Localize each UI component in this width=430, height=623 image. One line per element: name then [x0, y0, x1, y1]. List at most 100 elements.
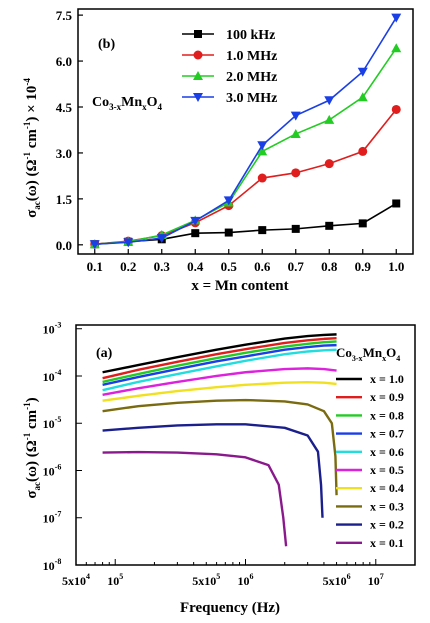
- panel-a-xtick-label: 106: [238, 572, 254, 588]
- panel-b-series: [89, 13, 402, 250]
- legend-label: x = 0.7: [370, 427, 404, 441]
- panel-b-xtick-label: 0.6: [254, 259, 271, 274]
- panel-a-xtick-label: 105: [107, 572, 123, 588]
- data-point-triangle-down: [257, 141, 268, 151]
- data-point-triangle-down: [391, 13, 402, 23]
- panel-a-legend-title: Co3-xMnxO4: [336, 345, 400, 363]
- data-point-triangle-down: [123, 238, 134, 248]
- legend-label: x = 0.9: [370, 390, 404, 404]
- data-point-triangle-down: [223, 196, 234, 206]
- data-point-triangle-up: [193, 71, 203, 80]
- data-point-square: [392, 199, 401, 208]
- legend-label: x = 0.8: [370, 408, 404, 422]
- panel-b-frame: [77, 8, 414, 255]
- legend-label: x = 1.0: [370, 372, 404, 386]
- panel-b-xlabel: x = Mn content: [191, 278, 288, 294]
- panel-b-ytick-label: 3.0: [56, 146, 72, 161]
- data-point-triangle-down: [290, 111, 301, 121]
- data-point-circle: [324, 159, 334, 169]
- series-line: [102, 343, 337, 387]
- panel-b-xtick-label: 0.1: [87, 259, 103, 274]
- panel-a-ytick-label: 10-5: [43, 415, 62, 431]
- data-point-square: [224, 228, 233, 237]
- legend-label: x = 0.2: [370, 518, 404, 532]
- panel-a-label: (a): [96, 346, 113, 361]
- panel-b-legend: 100 kHz 1.0 MHz 2.0 MHz 3.0 MHz: [182, 28, 277, 106]
- data-point-triangle-down: [89, 240, 100, 250]
- panel-a-ylabel: σac(ω) (Ω-1 cm-1): [22, 397, 42, 498]
- data-point-triangle-down: [156, 234, 167, 244]
- data-point-triangle-up: [257, 146, 268, 156]
- panel-b-ytick-label: 1.5: [56, 192, 73, 207]
- data-point-square: [191, 229, 200, 238]
- data-point-square: [291, 224, 300, 233]
- legend-label: 2.0 MHz: [226, 70, 277, 85]
- panel-b-chart: 0.1 0.2 0.3 0.4 0.5 0.6 0.7 0.8 0.9 1.0 0.0 1.5 3.0 4…: [22, 8, 414, 294]
- panel-b-xtick-label: 0.7: [288, 259, 305, 274]
- series-line: [102, 348, 337, 392]
- panel-b-xtick-label: 1.0: [388, 259, 404, 274]
- data-point-triangle-up: [324, 114, 335, 124]
- series-line: [102, 380, 337, 402]
- panel-a-xtick-label: 5x104: [62, 572, 90, 588]
- panel-a-ytick-label: 10-7: [43, 510, 62, 526]
- series-line: [102, 398, 338, 496]
- panel-b-ticks: 0.1 0.2 0.3 0.4 0.5 0.6 0.7 0.8 0.9 1.0 0.0 1.5 3.0 4…: [56, 8, 405, 274]
- data-point-circle: [257, 173, 267, 183]
- panel-b-ytick-label: 6.0: [56, 54, 72, 69]
- panel-a-ytick-label: 10-3: [43, 321, 62, 337]
- legend-label: x = 0.4: [370, 481, 404, 495]
- data-point-triangle-down: [324, 96, 335, 106]
- data-point-square: [194, 30, 202, 38]
- panel-a-xtick-label: 5x106: [323, 572, 351, 588]
- panel-b-xtick-label: 0.9: [355, 259, 372, 274]
- panel-a-ytick-label: 10-4: [43, 368, 62, 384]
- panel-b-ytick-label: 7.5: [56, 8, 73, 23]
- panel-b-xtick-label: 0.4: [187, 259, 204, 274]
- panel-a-xtick-label: 107: [368, 572, 384, 588]
- panel-b-xtick-label: 0.5: [221, 259, 238, 274]
- panel-a-ticks: 5x104 105 5x105 106 5x106 107 10-3 10-4 10-5 10-6…: [43, 321, 416, 588]
- series-line: [102, 340, 337, 384]
- data-point-circle: [291, 168, 301, 178]
- data-point-triangle-down: [193, 93, 203, 102]
- panel-a-xtick-label: 5x105: [192, 572, 220, 588]
- data-point-triangle-down: [190, 216, 201, 226]
- panel-a-chart: 5x104 105 5x105 106 5x106 107 10-3 10-4 10-5 10-6…: [22, 321, 416, 616]
- panel-b-axes: [77, 8, 414, 255]
- data-point-triangle-up: [357, 92, 368, 102]
- panel-b-label: (b): [98, 37, 115, 52]
- panel-b-xtick-label: 0.8: [321, 259, 338, 274]
- panel-a-legend: x = 1.0 x = 0.9 x = 0.8 x = 0.7 x = 0.6 x = 0…: [336, 372, 404, 550]
- legend-label: x = 0.3: [370, 499, 404, 513]
- series-line: [94, 17, 397, 245]
- data-point-circle: [358, 146, 368, 156]
- panel-a-ytick-label: 10-6: [43, 462, 62, 478]
- data-point-triangle-up: [391, 43, 402, 53]
- panel-b-xtick-label: 0.2: [120, 259, 136, 274]
- panel-a-series: [102, 333, 338, 547]
- data-point-triangle-down: [357, 67, 368, 77]
- legend-label: x = 0.6: [370, 445, 404, 459]
- series-line: [102, 423, 324, 518]
- legend-label: 1.0 MHz: [226, 49, 277, 64]
- panel-a-xlabel: Frequency (Hz): [180, 600, 280, 616]
- panel-b-xtick-label: 0.3: [154, 259, 171, 274]
- data-point-circle: [391, 104, 401, 114]
- series-line: [102, 333, 337, 374]
- data-point-square: [358, 219, 367, 228]
- series-line: [102, 450, 288, 547]
- legend-label: x = 0.5: [370, 463, 404, 477]
- series-line: [102, 337, 337, 380]
- data-point-square: [325, 221, 334, 230]
- panel-b-ylabel: σac(ω) (Ω-1 cm-1) × 10-4: [22, 78, 42, 218]
- data-point-circle: [193, 50, 203, 60]
- legend-label: 100 kHz: [226, 28, 275, 43]
- series-line: [94, 202, 397, 245]
- legend-label: x = 0.1: [370, 536, 404, 550]
- data-point-triangle-up: [290, 128, 301, 138]
- panel-a-ytick-label: 10-8: [43, 557, 62, 573]
- panel-b-formula: Co3-xMnxO4: [92, 95, 163, 112]
- panel-b-ytick-label: 0.0: [56, 238, 72, 253]
